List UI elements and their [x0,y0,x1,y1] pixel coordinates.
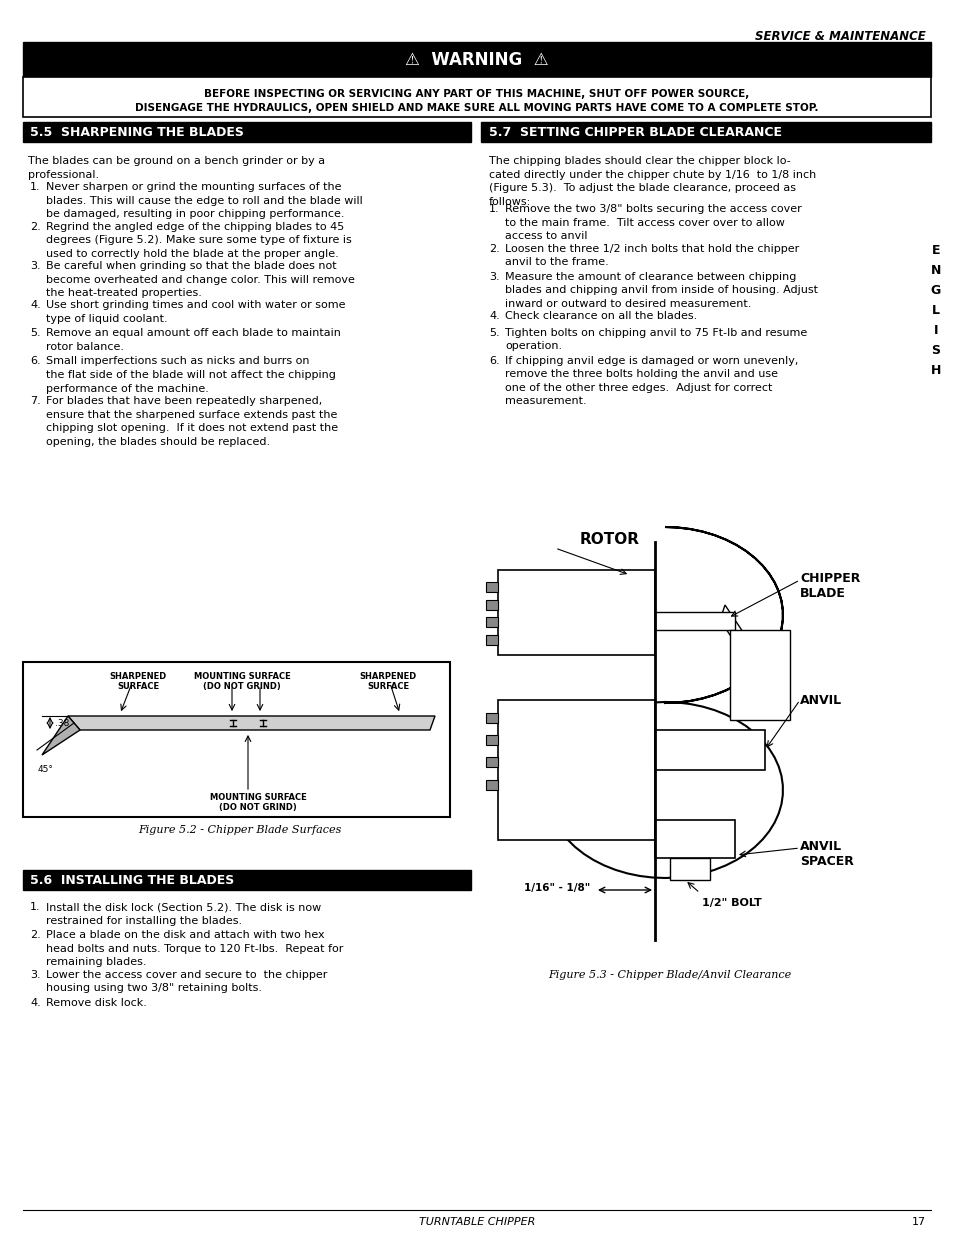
Text: E: E [931,243,940,257]
Text: 5.: 5. [30,329,41,338]
Text: ANVIL
SPACER: ANVIL SPACER [800,840,853,868]
Text: Be careful when grinding so that the blade does not
become overheated and change: Be careful when grinding so that the bla… [46,261,355,298]
Bar [480,122,930,142]
Bar [23,869,471,890]
Text: MOUNTING SURFACE
(DO NOT GRIND): MOUNTING SURFACE (DO NOT GRIND) [210,793,306,813]
Text: 6.: 6. [489,356,499,366]
Bar [485,618,497,627]
Text: 2.: 2. [30,930,41,940]
Text: G: G [930,284,941,296]
Text: 6.: 6. [30,357,41,367]
Text: SHARPENED
SURFACE: SHARPENED SURFACE [110,672,167,692]
Text: Remove disk lock.: Remove disk lock. [46,998,147,1008]
Text: 3.: 3. [30,261,41,270]
Text: 1.: 1. [30,182,41,191]
Text: Never sharpen or grind the mounting surfaces of the
blades. This will cause the : Never sharpen or grind the mounting surf… [46,182,362,219]
Text: If chipping anvil edge is damaged or worn unevenly,
remove the three bolts holdi: If chipping anvil edge is damaged or wor… [504,356,798,406]
Text: 1.: 1. [489,204,499,214]
Text: For blades that have been repeatedly sharpened,
ensure that the sharpened surfac: For blades that have been repeatedly sha… [46,396,337,447]
Bar [497,700,655,840]
Bar [485,582,497,592]
Bar [655,730,764,769]
Text: BEFORE INSPECTING OR SERVICING ANY PART OF THIS MACHINE, SHUT OFF POWER SOURCE,: BEFORE INSPECTING OR SERVICING ANY PART … [204,89,749,99]
Text: Install the disk lock (Section 5.2). The disk is now
restrained for installing t: Install the disk lock (Section 5.2). The… [46,902,321,925]
Text: MOUNTING SURFACE
(DO NOT GRIND): MOUNTING SURFACE (DO NOT GRIND) [193,672,290,692]
Bar [729,630,789,720]
Text: 7.: 7. [30,396,41,406]
Bar [23,662,450,818]
Text: 1.: 1. [30,902,41,911]
Text: Loosen the three 1/2 inch bolts that hold the chipper
anvil to the frame.: Loosen the three 1/2 inch bolts that hol… [504,243,799,267]
Text: Regrind the angled edge of the chipping blades to 45
degrees (Figure 5.2). Make : Regrind the angled edge of the chipping … [46,221,352,258]
Text: H: H [930,363,941,377]
Text: ROTOR: ROTOR [579,532,639,547]
Text: CHIPPER
BLADE: CHIPPER BLADE [800,572,860,600]
Text: 5.: 5. [489,327,499,337]
Polygon shape [42,716,80,755]
Text: The blades can be ground on a bench grinder or by a
professional.: The blades can be ground on a bench grin… [28,156,325,179]
Text: TURNTABLE CHIPPER: TURNTABLE CHIPPER [418,1216,535,1228]
Text: 3.: 3. [30,969,41,979]
Bar [23,122,471,142]
Text: L: L [931,304,939,316]
Polygon shape [720,605,744,650]
Text: 4.: 4. [30,998,41,1008]
Bar [485,713,497,722]
Bar [23,77,930,117]
Text: SHARPENED
SURFACE: SHARPENED SURFACE [359,672,416,692]
Text: ANVIL: ANVIL [800,694,841,706]
Bar [497,571,655,655]
Bar [655,820,734,858]
Text: Use short grinding times and cool with water or some
type of liquid coolant.: Use short grinding times and cool with w… [46,300,345,324]
Text: 17: 17 [911,1216,925,1228]
Bar [485,735,497,745]
Text: 5.6  INSTALLING THE BLADES: 5.6 INSTALLING THE BLADES [30,873,234,887]
Text: ⚠  WARNING  ⚠: ⚠ WARNING ⚠ [405,51,548,68]
Text: 1/16" - 1/8": 1/16" - 1/8" [523,883,589,893]
Text: I: I [933,324,937,336]
Text: 5.5  SHARPENING THE BLADES: 5.5 SHARPENING THE BLADES [30,126,244,138]
Text: Tighten bolts on chipping anvil to 75 Ft-lb and resume
operation.: Tighten bolts on chipping anvil to 75 Ft… [504,327,806,351]
Polygon shape [547,527,782,878]
Text: Small imperfections such as nicks and burrs on
the flat side of the blade will n: Small imperfections such as nicks and bu… [46,357,335,394]
Text: 4.: 4. [489,311,499,321]
Text: N: N [930,263,941,277]
Text: Figure 5.3 - Chipper Blade/Anvil Clearance: Figure 5.3 - Chipper Blade/Anvil Clearan… [548,969,791,981]
Text: DISENGAGE THE HYDRAULICS, OPEN SHIELD AND MAKE SURE ALL MOVING PARTS HAVE COME T: DISENGAGE THE HYDRAULICS, OPEN SHIELD AN… [135,103,818,112]
Text: Lower the access cover and secure to  the chipper
housing using two 3/8" retaini: Lower the access cover and secure to the… [46,969,327,993]
Text: Remove the two 3/8" bolts securing the access cover
to the main frame.  Tilt acc: Remove the two 3/8" bolts securing the a… [504,204,801,241]
Text: 45°: 45° [38,766,53,774]
Bar [485,635,497,645]
Text: The chipping blades should clear the chipper block lo-
cated directly under the : The chipping blades should clear the chi… [489,156,816,206]
Text: Measure the amount of clearance between chipping
blades and chipping anvil from : Measure the amount of clearance between … [504,272,817,309]
Text: 1/2" BOLT: 1/2" BOLT [701,898,760,908]
Text: Check clearance on all the blades.: Check clearance on all the blades. [504,311,697,321]
Polygon shape [68,716,435,730]
Text: 5.7  SETTING CHIPPER BLADE CLEARANCE: 5.7 SETTING CHIPPER BLADE CLEARANCE [489,126,781,138]
Text: 4.: 4. [30,300,41,310]
Text: Place a blade on the disk and attach with two hex
head bolts and nuts. Torque to: Place a blade on the disk and attach wit… [46,930,343,967]
Text: 2.: 2. [30,221,41,231]
Bar [655,613,734,630]
Bar [485,600,497,610]
Text: .38: .38 [55,719,70,727]
Text: Figure 5.2 - Chipper Blade Surfaces: Figure 5.2 - Chipper Blade Surfaces [138,825,341,835]
Bar [485,781,497,790]
Bar [23,42,930,77]
Text: S: S [930,343,940,357]
Text: 3.: 3. [489,272,499,282]
Bar [669,858,709,881]
Text: Remove an equal amount off each blade to maintain
rotor balance.: Remove an equal amount off each blade to… [46,329,340,352]
Bar [485,757,497,767]
Text: SERVICE & MAINTENANCE: SERVICE & MAINTENANCE [755,30,925,43]
Text: 2.: 2. [489,243,499,253]
